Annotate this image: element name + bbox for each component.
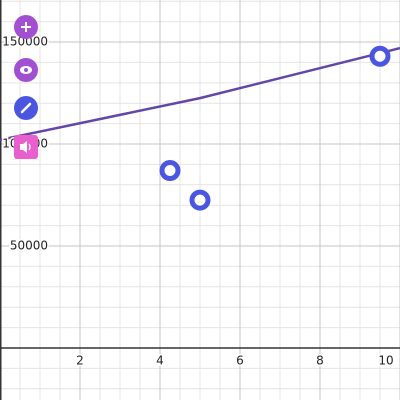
plot [0, 45, 400, 211]
link-button[interactable] [14, 96, 38, 120]
x-tick-label: 6 [236, 353, 244, 367]
y-tick-label: 50000 [10, 238, 48, 252]
x-tick-label: 10 [378, 353, 393, 367]
point [369, 45, 391, 67]
curve [0, 46, 400, 142]
x-tick-label: 4 [156, 353, 164, 367]
toolbar [14, 15, 38, 159]
y-tick-label: 150000 [2, 35, 48, 49]
sound-button[interactable] [14, 135, 38, 159]
x-tick-label: 8 [316, 353, 324, 367]
x-tick-label: 2 [76, 353, 84, 367]
point [189, 189, 211, 211]
point [159, 160, 181, 182]
visibility-button[interactable] [14, 58, 38, 82]
zoom-in-button[interactable] [14, 15, 38, 39]
